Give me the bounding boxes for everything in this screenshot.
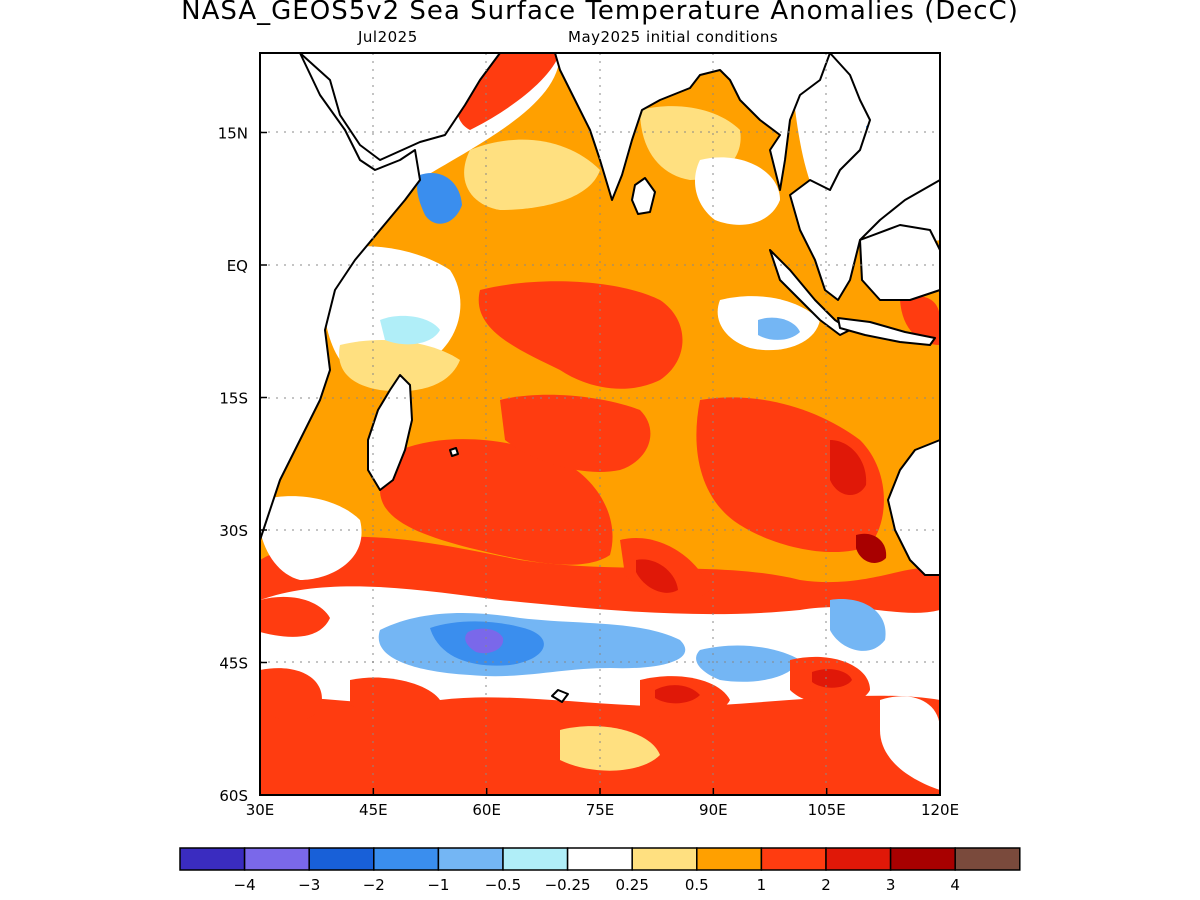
colorbar-label: 0.25 [615, 876, 648, 894]
anomaly-region-arabian-yellow [464, 139, 600, 210]
lon-tick-label: 120E [921, 801, 959, 819]
colorbar-label: 2 [821, 876, 831, 894]
lon-tick-label: 30E [246, 801, 275, 819]
colorbar-swatch [373, 847, 440, 871]
anomaly-region-south-lightblue-2 [696, 645, 800, 682]
anomaly-region-arabian-blue [417, 173, 462, 224]
anomaly-region-bay-white [695, 157, 780, 225]
land-arabia [299, 52, 501, 161]
colorbar-label: 0.5 [685, 876, 709, 894]
colorbar-swatch [825, 847, 892, 871]
anomaly-region-sw-red-2 [260, 668, 322, 722]
anomaly-region-east-lightblue [758, 317, 800, 340]
land-borneo [859, 224, 941, 301]
anomaly-region-s-darkred [655, 685, 700, 704]
colorbar-swatch [437, 847, 504, 871]
land-southeast-asia [789, 52, 941, 301]
colorbar-label: −0.5 [485, 876, 521, 894]
colorbar-swatch [631, 847, 698, 871]
colorbar-label: −3 [298, 876, 320, 894]
colorbar-swatch [243, 847, 310, 871]
colorbar-swatch [954, 847, 1021, 871]
anomaly-region-subtropic-darkred-3 [636, 559, 678, 593]
lat-tick-label: 60S [219, 787, 248, 805]
colorbar-swatch [308, 847, 375, 871]
axis-ticks: 30E 45E 60E 75E 90E 105E 120E 15N EQ 15S 30S 45S 60S [218, 125, 959, 820]
colorbar-swatch [696, 847, 763, 871]
map-title: NASA_GEOS5v2 Sea Surface Temperature Ano… [181, 0, 1019, 26]
anomaly-region-s-yellow [560, 726, 660, 771]
anomaly-region-central-red-2 [500, 394, 651, 472]
colorbar-label: 1 [757, 876, 767, 894]
land-sri-lanka [631, 177, 656, 215]
land-masses [259, 52, 941, 703]
land-australia [887, 439, 941, 576]
colorbar: −4 −3 −2 −1 −0.5 −0.25 0.25 0.5 1 2 3 4 [179, 847, 1021, 894]
anomaly-region-subtropic-darkred-2 [856, 533, 887, 563]
colorbar-swatch [889, 847, 956, 871]
anomaly-region-subtropic-darkred [830, 440, 867, 496]
colorbar-swatch [760, 847, 827, 871]
colorbar-label: −0.25 [545, 876, 591, 894]
anomaly-region-scs-red [900, 296, 940, 345]
land-india [554, 52, 831, 201]
land-kerguelen [551, 689, 569, 703]
forecast-month: Jul2025 [358, 28, 418, 46]
land-mascarene [449, 447, 459, 457]
colorbar-swatch [566, 847, 633, 871]
anomaly-region-subtropic-red-2 [696, 397, 884, 553]
land-sumatra [769, 249, 851, 336]
colorbar-swatch [179, 847, 246, 871]
lon-tick-label: 45E [359, 801, 388, 819]
map-grid [260, 53, 940, 795]
anomaly-region-west-yellow [339, 340, 460, 392]
anomaly-region-s-darkred-2 [812, 669, 852, 688]
lon-tick-label: 75E [586, 801, 615, 819]
lon-tick-label: 90E [699, 801, 728, 819]
lat-tick-label: EQ [227, 257, 248, 275]
colorbar-label: 4 [950, 876, 960, 894]
lat-tick-label: 45S [219, 655, 248, 673]
colorbar-swatch [502, 847, 569, 871]
land-africa [259, 52, 421, 541]
lon-tick-label: 105E [808, 801, 846, 819]
land-madagascar [367, 374, 413, 491]
anomaly-region-s-white [880, 696, 940, 790]
lat-tick-label: 30S [219, 522, 248, 540]
colorbar-label: −2 [363, 876, 385, 894]
land-java [837, 317, 936, 346]
anomaly-region-west-lightblue [380, 315, 440, 345]
anomaly-region-south-lightblue-3 [830, 599, 886, 651]
initial-conditions-label: May2025 initial conditions [568, 28, 779, 46]
colorbar-label: −4 [234, 876, 256, 894]
anomaly-region-south-purple [465, 628, 504, 654]
anomaly-region-s-red [350, 677, 440, 716]
lon-tick-label: 60E [472, 801, 501, 819]
colorbar-label: −1 [427, 876, 449, 894]
anomaly-region-central-red [478, 281, 683, 389]
colorbar-label: 3 [886, 876, 896, 894]
anomaly-region-sw-white [260, 496, 362, 580]
anomaly-region-subtropic-red [380, 439, 613, 565]
anomaly-region-sw-red [260, 596, 330, 637]
lat-tick-label: 15N [218, 125, 248, 143]
lat-tick-label: 15S [219, 390, 248, 408]
